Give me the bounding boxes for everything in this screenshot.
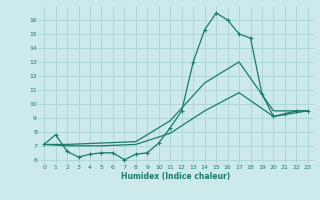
X-axis label: Humidex (Indice chaleur): Humidex (Indice chaleur) (121, 172, 231, 181)
